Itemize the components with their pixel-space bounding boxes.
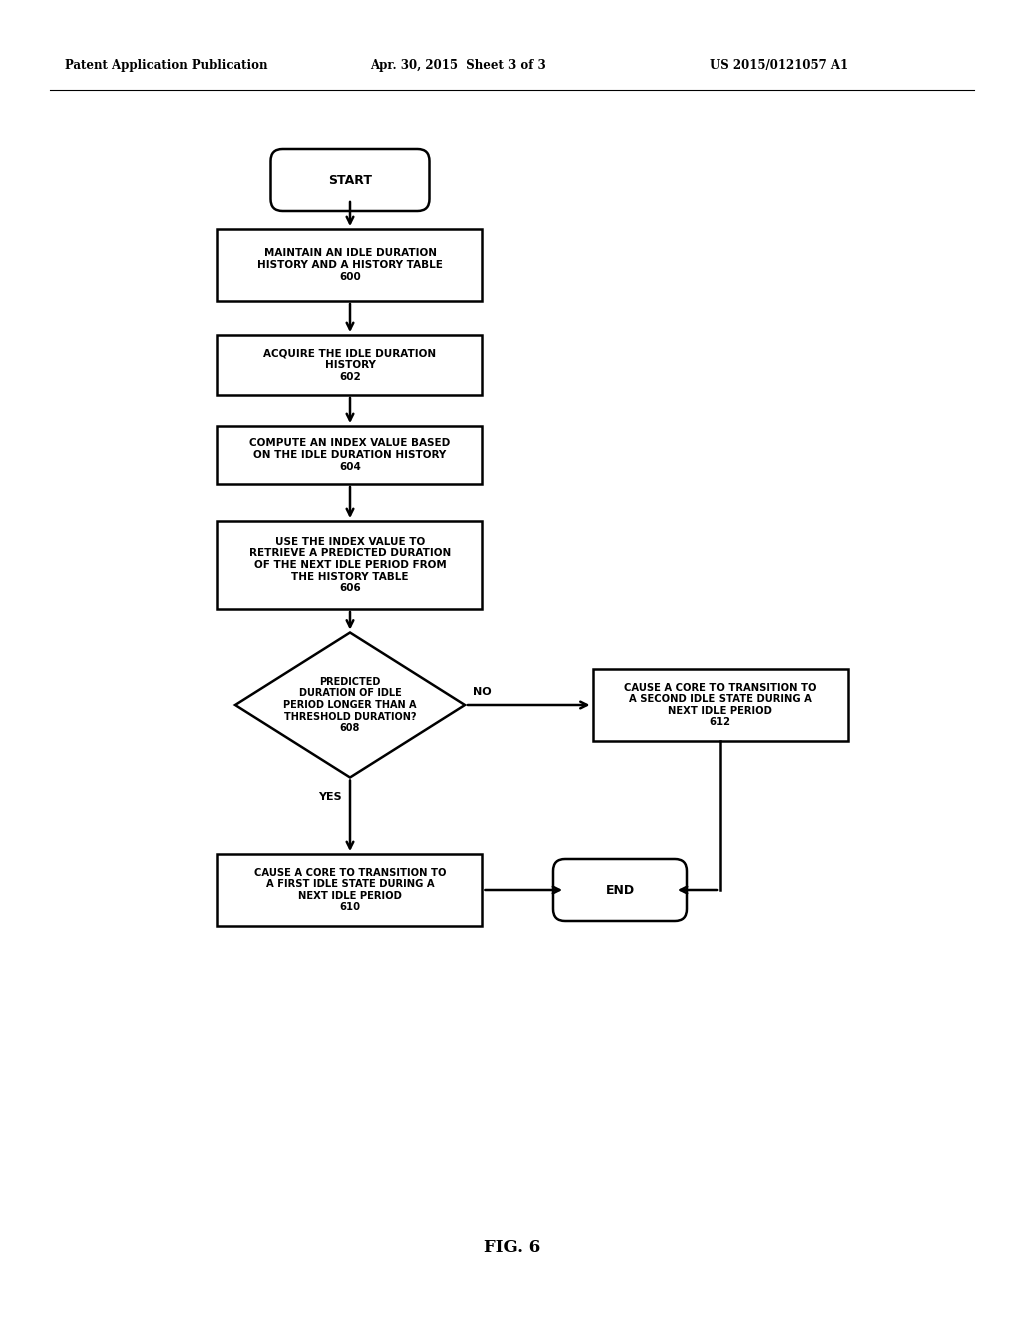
Text: CAUSE A CORE TO TRANSITION TO
A SECOND IDLE STATE DURING A
NEXT IDLE PERIOD
612: CAUSE A CORE TO TRANSITION TO A SECOND I… [624,682,816,727]
Text: Patent Application Publication: Patent Application Publication [65,58,267,71]
FancyBboxPatch shape [217,854,482,927]
Text: ACQUIRE THE IDLE DURATION
HISTORY
602: ACQUIRE THE IDLE DURATION HISTORY 602 [263,348,436,381]
FancyBboxPatch shape [217,335,482,395]
Text: CAUSE A CORE TO TRANSITION TO
A FIRST IDLE STATE DURING A
NEXT IDLE PERIOD
610: CAUSE A CORE TO TRANSITION TO A FIRST ID… [254,867,446,912]
Text: PREDICTED
DURATION OF IDLE
PERIOD LONGER THAN A
THRESHOLD DURATION?
608: PREDICTED DURATION OF IDLE PERIOD LONGER… [284,677,417,733]
Text: Apr. 30, 2015  Sheet 3 of 3: Apr. 30, 2015 Sheet 3 of 3 [370,58,546,71]
FancyBboxPatch shape [270,149,429,211]
Text: COMPUTE AN INDEX VALUE BASED
ON THE IDLE DURATION HISTORY
604: COMPUTE AN INDEX VALUE BASED ON THE IDLE… [250,438,451,471]
Text: USE THE INDEX VALUE TO
RETRIEVE A PREDICTED DURATION
OF THE NEXT IDLE PERIOD FRO: USE THE INDEX VALUE TO RETRIEVE A PREDIC… [249,537,452,593]
FancyBboxPatch shape [593,669,848,741]
Text: YES: YES [318,792,342,803]
Text: FIG. 6: FIG. 6 [484,1239,540,1257]
Text: NO: NO [473,686,492,697]
FancyBboxPatch shape [553,859,687,921]
Text: US 2015/0121057 A1: US 2015/0121057 A1 [710,58,848,71]
Polygon shape [234,632,465,777]
FancyBboxPatch shape [217,521,482,609]
Text: END: END [605,883,635,896]
Text: MAINTAIN AN IDLE DURATION
HISTORY AND A HISTORY TABLE
600: MAINTAIN AN IDLE DURATION HISTORY AND A … [257,248,443,281]
Text: START: START [328,173,372,186]
FancyBboxPatch shape [217,228,482,301]
FancyBboxPatch shape [217,426,482,484]
